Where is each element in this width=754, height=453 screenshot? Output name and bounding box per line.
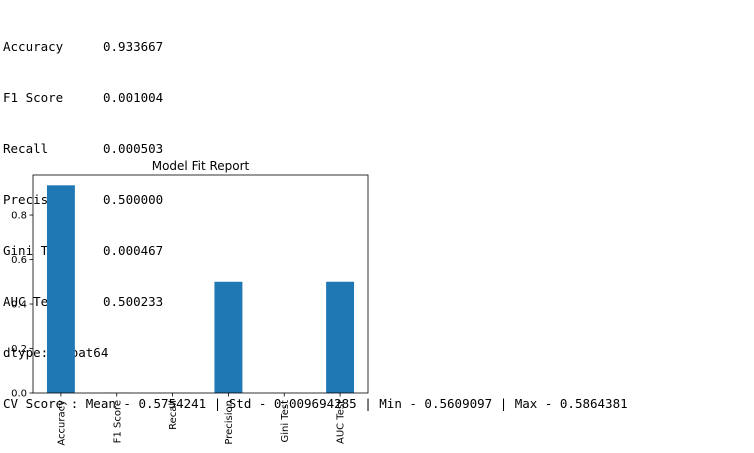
metric-name: F1 Score	[3, 90, 64, 105]
x-tick-label: Accuracy	[56, 400, 67, 446]
x-tick-label: Recall	[168, 400, 179, 430]
metric-name: Recall	[3, 141, 49, 156]
metric-name: Accuracy	[3, 39, 64, 54]
y-axis: 0.0 0.2 0.4 0.6 0.8	[11, 211, 33, 400]
y-tick-label: 0.0	[11, 389, 27, 400]
x-tick-label: AUC Test	[336, 400, 347, 444]
metric-value: 0.001004	[103, 90, 164, 105]
bar-chart: Model Fit Report 0.0 0.2 0.4 0.6 0.8 Accurac…	[11, 159, 369, 446]
plot-frame	[32, 174, 369, 394]
metric-row: F1 Score 0.001004	[3, 89, 628, 106]
metric-value: 0.500000	[103, 192, 164, 207]
x-tick-label: Gini Test	[280, 400, 291, 443]
chart-title: Model Fit Report	[152, 159, 250, 173]
bars	[46, 185, 355, 393]
metric-value: 0.000467	[103, 243, 164, 258]
x-tick-label: F1 Score	[112, 400, 123, 443]
y-tick-label: 0.6	[11, 255, 27, 266]
bar	[326, 281, 355, 393]
cv-score-line: CV Score : Mean - 0.5754241 | Std - 0.00…	[3, 396, 628, 411]
y-tick-label: 0.8	[11, 211, 27, 222]
metric-row: Accuracy 0.933667	[3, 38, 628, 55]
metric-value: 0.000503	[103, 141, 164, 156]
bar	[46, 185, 75, 393]
y-tick-label: 0.2	[11, 344, 27, 355]
x-tick-label: Precision	[224, 400, 235, 445]
x-axis: Accuracy F1 Score Recall Precision Gini Test…	[56, 393, 347, 446]
metric-value: 0.933667	[103, 39, 164, 54]
metric-row: Recall 0.000503	[3, 140, 628, 157]
metric-value: 0.500233	[103, 294, 164, 309]
bar	[214, 281, 243, 393]
y-tick-label: 0.4	[11, 300, 27, 311]
